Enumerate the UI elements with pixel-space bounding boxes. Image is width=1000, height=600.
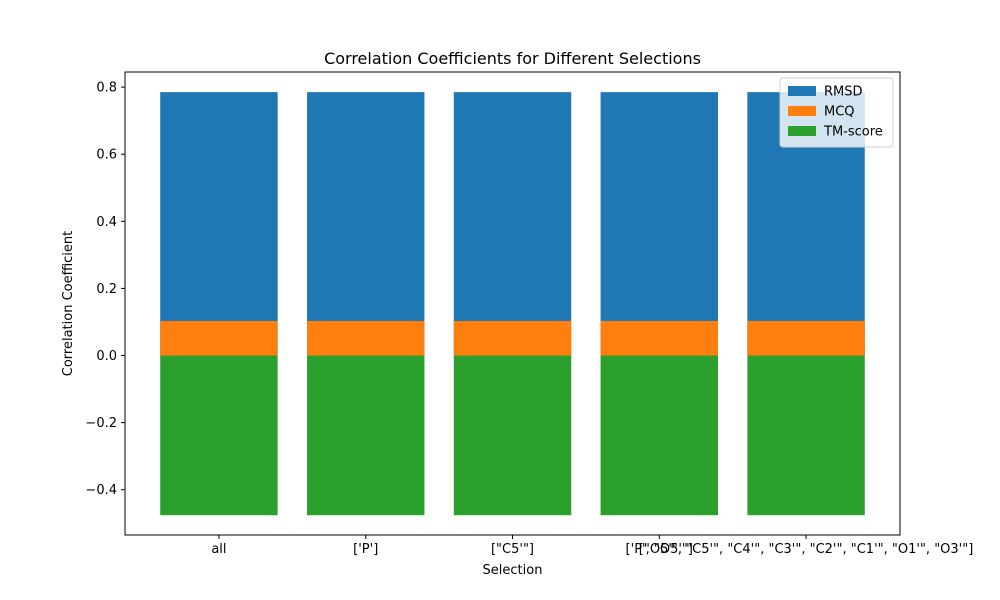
x-tick-label: all [211,542,226,557]
bar-tm-score-4 [747,355,865,516]
bar-rmsd-3 [600,92,718,356]
legend-label-rmsd: RMSD [824,85,863,100]
bar-tm-score-3 [600,355,718,516]
x-axis: all ['P'] ["C5'"] ['P', "O5'"]["O5'", "C5'"… [211,535,973,557]
y-tick-label: 0.8 [96,81,117,96]
legend-swatch-rmsd [788,86,816,96]
bar-rmsd-2 [453,92,572,356]
y-tick-label: 0.6 [96,148,117,163]
bar-tm-score-0 [160,355,278,516]
bar-tm-score-2 [453,355,572,516]
bar-mcq-4 [747,320,865,356]
x-tick-label: ["C5'"] [491,542,534,557]
legend-swatch-mcq [788,106,816,116]
bar-mcq-3 [600,320,718,356]
legend-label-tm-score: TM-score [823,125,883,140]
x-axis-label: Selection [483,563,543,578]
bars-layer [160,92,865,516]
bar-mcq-1 [307,320,425,356]
bar-mcq-0 [160,320,278,356]
y-tick-label: −0.4 [85,483,117,498]
y-tick-label: −0.2 [85,416,117,431]
y-axis: −0.4 −0.2 0.0 0.2 0.4 0.6 0.8 [85,81,125,498]
bar-tm-score-1 [307,355,425,516]
chart-title: Correlation Coefficients for Different S… [324,49,701,68]
bar-mcq-2 [453,320,572,356]
legend-swatch-tm-score [788,126,816,136]
x-tick-label: ["O5'", "C5'", "C4'", "C3'", "C2'", "C1'… [639,542,974,557]
y-tick-label: 0.2 [96,282,117,297]
legend-label-mcq: MCQ [824,105,855,120]
bar-rmsd-1 [307,92,425,356]
bar-rmsd-0 [160,92,278,356]
x-tick-label: ['P'] [353,542,378,557]
y-axis-label: Correlation Coefficient [61,231,76,377]
y-tick-label: 0.0 [96,349,117,364]
x-tick-label: ['P', "O5'"] [626,542,693,557]
legend: RMSD MCQ TM-score [779,77,894,148]
y-tick-label: 0.4 [96,215,117,230]
